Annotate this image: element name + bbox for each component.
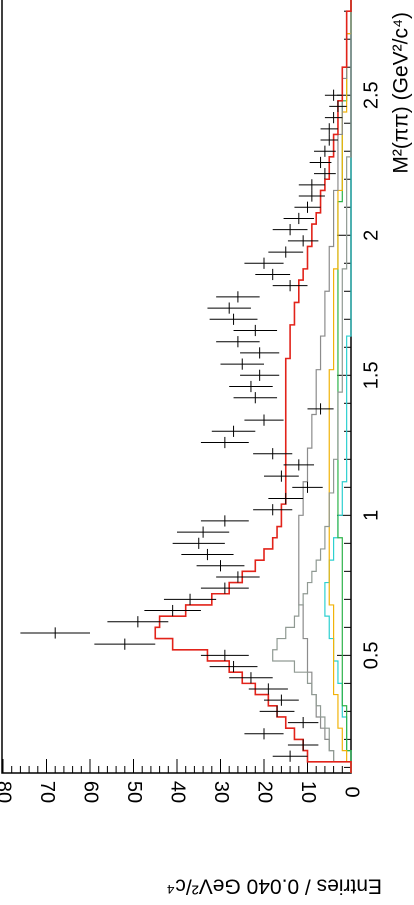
data-point [320,123,338,135]
axis-labels: 0 10 20 30 40 50 60 70 80 0.5 1 1.5 2 2.5 [0,81,382,803]
data-point [324,89,343,101]
data-point [216,291,260,303]
fit-component-curve [328,0,352,773]
data-point [329,100,347,113]
x-tick-label: 0.5 [360,641,382,669]
data-point [229,672,273,684]
data-point [298,190,325,202]
data-point [233,324,278,337]
fit-component-curve [154,0,352,773]
data-point [244,728,284,740]
y-tick-label: 10 [297,781,319,803]
data-point [272,224,308,236]
data-point [287,235,319,247]
data-point [255,268,291,281]
data-point [20,627,90,639]
data-point [320,134,338,146]
data-point [314,145,336,157]
data-point [244,257,284,269]
data-point [196,560,245,572]
data-point [177,526,230,538]
data-point [94,638,156,650]
data-point [207,302,251,314]
data-point [253,448,293,460]
data-point [264,470,299,482]
data-point [107,616,169,628]
axis-ticks [2,10,352,773]
plot-frame [1,0,352,774]
y-tick-label: 70 [36,781,58,803]
y-tick-label: 20 [254,781,276,803]
data-point [294,201,321,213]
data-point [240,347,280,359]
data-point [292,481,323,493]
data-point [211,425,256,437]
data-point [309,156,332,169]
x-tick-label: 1 [360,510,382,521]
data-point [229,380,273,393]
data-point [307,403,334,415]
data-point [144,604,201,617]
x-tick-label: 1.5 [360,361,382,389]
data-point [314,168,336,180]
data-point [264,694,299,706]
x-axis-title: M²(ππ) (GeV²/c⁴) [390,12,413,174]
y-tick-label: 0 [341,786,363,797]
data-point [209,660,258,673]
data-point [248,683,288,695]
data-point [268,246,304,258]
data-point [324,112,343,124]
x-tick-label: 2.5 [360,81,382,109]
data-point [268,492,304,505]
y-axis-title: Entries / 0.040 GeV²/c⁴ [166,874,382,897]
data-point [283,459,315,471]
data-point [200,436,249,449]
fit-component-curve [272,0,352,773]
y-tick-label: 60 [80,781,102,803]
y-tick-label: 30 [210,781,232,803]
y-tick-label: 80 [0,781,15,803]
data-point [272,280,308,292]
data-point [272,750,308,762]
data-point [181,548,234,561]
data-point [287,716,319,729]
data-point [200,515,249,527]
data-point [216,571,260,583]
data-point [233,392,278,404]
y-tick-label: 40 [167,781,189,803]
data-point [200,649,249,661]
data-point [172,537,225,549]
data-point [283,212,315,225]
x-tick-label: 2 [360,230,382,241]
data-point [240,369,280,381]
data-point [287,739,319,751]
y-tick-label: 50 [123,781,145,803]
data-point [259,705,295,717]
data-point [298,179,325,191]
data-points [20,89,347,762]
fit-component-curve [298,0,352,773]
data-point [216,336,260,348]
fit-component-curve [337,0,352,773]
data-point [220,358,264,370]
data-point [253,504,293,516]
data-point [200,582,249,594]
data-point [163,593,217,605]
data-point [209,313,258,325]
data-point [244,414,284,426]
